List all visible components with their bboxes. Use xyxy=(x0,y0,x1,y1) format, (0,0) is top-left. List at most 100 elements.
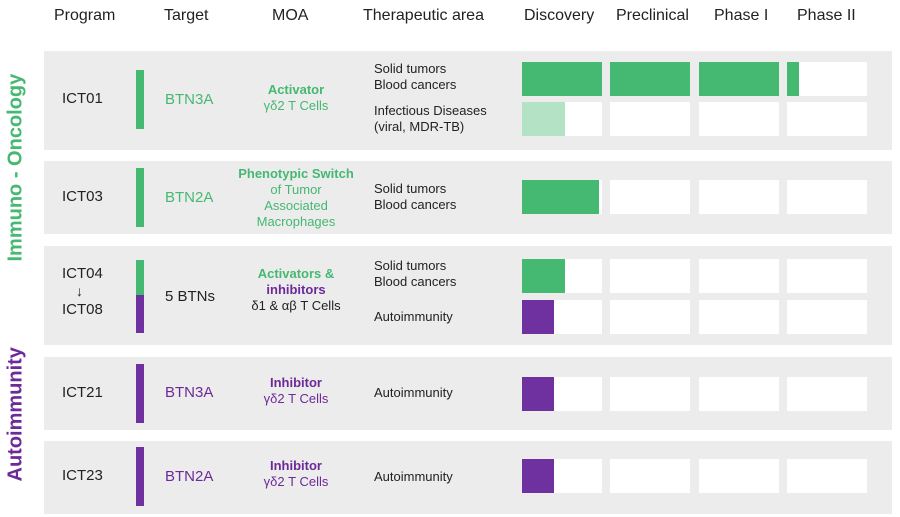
stage-cell xyxy=(610,62,690,96)
stage-cell xyxy=(699,102,779,136)
stage-cell xyxy=(787,377,867,411)
progress-bar xyxy=(787,62,799,96)
program-bar-ict03 xyxy=(136,168,144,227)
moa-ict04-normal: δ1 & αβ T Cells xyxy=(251,298,341,313)
progress-bar xyxy=(522,259,566,293)
program-ict04: ICT04 xyxy=(62,265,103,282)
progress-bar xyxy=(699,62,779,96)
header-therapeutic-area: Therapeutic area xyxy=(363,7,484,24)
side-label-immuno-oncology: Immuno - Oncology xyxy=(4,73,27,262)
header-moa: MOA xyxy=(272,7,309,24)
stage-cell xyxy=(522,300,602,334)
stage-cell xyxy=(699,377,779,411)
progress-bar xyxy=(522,300,554,334)
stage-cell xyxy=(787,62,867,96)
moa-ict01: Activator γδ2 T Cells xyxy=(226,82,366,114)
moa-ict01-normal: γδ2 T Cells xyxy=(263,98,329,113)
moa-ict04-bold-2: inhibitors xyxy=(266,282,326,297)
therapeutic-area: Autoimmunity xyxy=(374,309,453,325)
therapeutic-area: Autoimmunity xyxy=(374,469,453,485)
moa-ict21-bold: Inhibitor xyxy=(270,375,322,390)
therapeutic-area-line: Infectious Diseases xyxy=(374,103,487,118)
program-bar-ict21 xyxy=(136,364,144,423)
therapeutic-area-line: Autoimmunity xyxy=(374,309,453,324)
therapeutic-area-line: Solid tumors xyxy=(374,258,447,273)
progress-bar xyxy=(610,62,690,96)
side-label-autoimmunity: Autoimmunity xyxy=(4,347,27,482)
stage-cell xyxy=(522,102,602,136)
therapeutic-area: Infectious Diseases (viral, MDR-TB) xyxy=(374,103,487,135)
stage-cell xyxy=(787,102,867,136)
program-bar-ict08 xyxy=(136,295,144,333)
progress-bar xyxy=(522,180,599,214)
stage-cell xyxy=(699,300,779,334)
therapeutic-area-line: Solid tumors xyxy=(374,61,447,76)
target-ict23: BTN2A xyxy=(165,468,214,485)
stage-cell xyxy=(787,180,867,214)
stage-cell xyxy=(610,300,690,334)
header-preclinical: Preclinical xyxy=(616,7,689,24)
stage-cell xyxy=(522,377,602,411)
moa-ict21: Inhibitor γδ2 T Cells xyxy=(226,375,366,407)
therapeutic-area-line: Autoimmunity xyxy=(374,469,453,484)
therapeutic-area-line: Blood cancers xyxy=(374,274,457,289)
moa-ict03-normal: of Tumor Associated Macrophages xyxy=(256,182,336,229)
stage-cell xyxy=(699,180,779,214)
stage-cell xyxy=(699,62,779,96)
program-arrow: ↓ xyxy=(76,283,83,299)
therapeutic-area-line: (viral, MDR-TB) xyxy=(374,119,465,134)
therapeutic-area: Solid tumors Blood cancers xyxy=(374,258,456,290)
program-ict03: ICT03 xyxy=(62,188,103,205)
therapeutic-area-line: Autoimmunity xyxy=(374,385,453,400)
moa-ict03-bold: Phenotypic Switch xyxy=(238,166,354,181)
stage-cell xyxy=(787,259,867,293)
program-bar-ict01 xyxy=(136,70,144,129)
stage-cell xyxy=(522,459,602,493)
target-ict21: BTN3A xyxy=(165,384,214,401)
header-target: Target xyxy=(164,7,209,24)
program-ict23: ICT23 xyxy=(62,467,103,484)
stage-cell xyxy=(610,259,690,293)
moa-ict04-bold-1: Activators & xyxy=(257,266,335,281)
stage-cell xyxy=(699,459,779,493)
therapeutic-area: Solid tumors Blood cancers xyxy=(374,181,456,213)
stage-cell xyxy=(787,300,867,334)
therapeutic-area: Autoimmunity xyxy=(374,385,453,401)
moa-ict23: Inhibitor γδ2 T Cells xyxy=(226,458,366,490)
stage-cell xyxy=(699,259,779,293)
program-ict21: ICT21 xyxy=(62,384,103,401)
therapeutic-area: Solid tumors Blood cancers xyxy=(374,61,456,93)
stage-cell xyxy=(610,180,690,214)
stage-cell xyxy=(522,62,602,96)
stage-cell xyxy=(522,259,602,293)
therapeutic-area-line: Blood cancers xyxy=(374,197,457,212)
therapeutic-area-line: Solid tumors xyxy=(374,181,447,196)
moa-ict23-bold: Inhibitor xyxy=(270,458,322,473)
progress-bar xyxy=(522,459,554,493)
moa-ict03: Phenotypic Switch of Tumor Associated Ma… xyxy=(224,166,368,230)
program-ict01: ICT01 xyxy=(62,90,103,107)
moa-ict04: Activators & inhibitors δ1 & αβ T Cells xyxy=(226,266,366,314)
progress-bar xyxy=(522,102,566,136)
header-phase-2: Phase II xyxy=(797,7,856,24)
target-ict01: BTN3A xyxy=(165,91,214,108)
program-ict08: ICT08 xyxy=(62,301,103,318)
target-ict03: BTN2A xyxy=(165,189,214,206)
moa-ict01-bold: Activator xyxy=(267,82,325,97)
stage-cell xyxy=(610,102,690,136)
therapeutic-area-line: Blood cancers xyxy=(374,77,457,92)
program-bar-ict04 xyxy=(136,260,144,295)
header-discovery: Discovery xyxy=(524,7,595,24)
moa-ict21-normal: γδ2 T Cells xyxy=(263,391,329,406)
target-ict04: 5 BTNs xyxy=(165,288,216,305)
program-bar-ict23 xyxy=(136,447,144,506)
stage-cell xyxy=(522,180,602,214)
stage-cell xyxy=(610,377,690,411)
stage-cell xyxy=(610,459,690,493)
progress-bar xyxy=(522,62,602,96)
progress-bar xyxy=(522,377,554,411)
header-program: Program xyxy=(54,7,116,24)
moa-ict23-normal: γδ2 T Cells xyxy=(263,474,329,489)
stage-cell xyxy=(787,459,867,493)
header-phase-1: Phase I xyxy=(714,7,769,24)
